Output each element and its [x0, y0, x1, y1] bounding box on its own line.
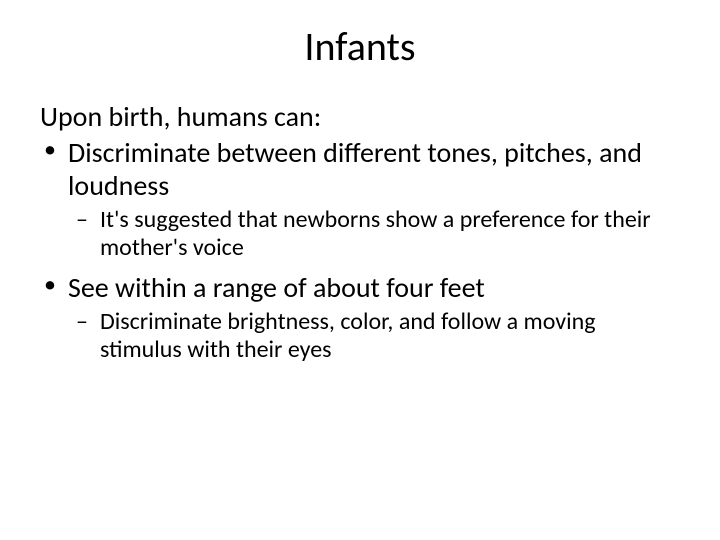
list-item: Discriminate between different tones, pi… — [40, 136, 680, 263]
bullet-text: Discriminate between different tones, pi… — [68, 135, 642, 203]
sub-list: It's suggested that newborns show a pref… — [68, 206, 680, 263]
slide-title: Infants — [40, 22, 680, 71]
bullet-list: Discriminate between different tones, pi… — [40, 136, 680, 364]
intro-text: Upon birth, humans can: — [40, 99, 680, 134]
sub-bullet-text: It's suggested that newborns show a pref… — [100, 205, 651, 262]
list-item: See within a range of about four feet Di… — [40, 271, 680, 365]
bullet-text: See within a range of about four feet — [68, 270, 485, 305]
sub-bullet-text: Discriminate brightness, color, and foll… — [100, 307, 596, 364]
slide: Infants Upon birth, humans can: Discrimi… — [0, 0, 720, 540]
list-item: Discriminate brightness, color, and foll… — [68, 308, 680, 365]
sub-list: Discriminate brightness, color, and foll… — [68, 308, 680, 365]
list-item: It's suggested that newborns show a pref… — [68, 206, 680, 263]
